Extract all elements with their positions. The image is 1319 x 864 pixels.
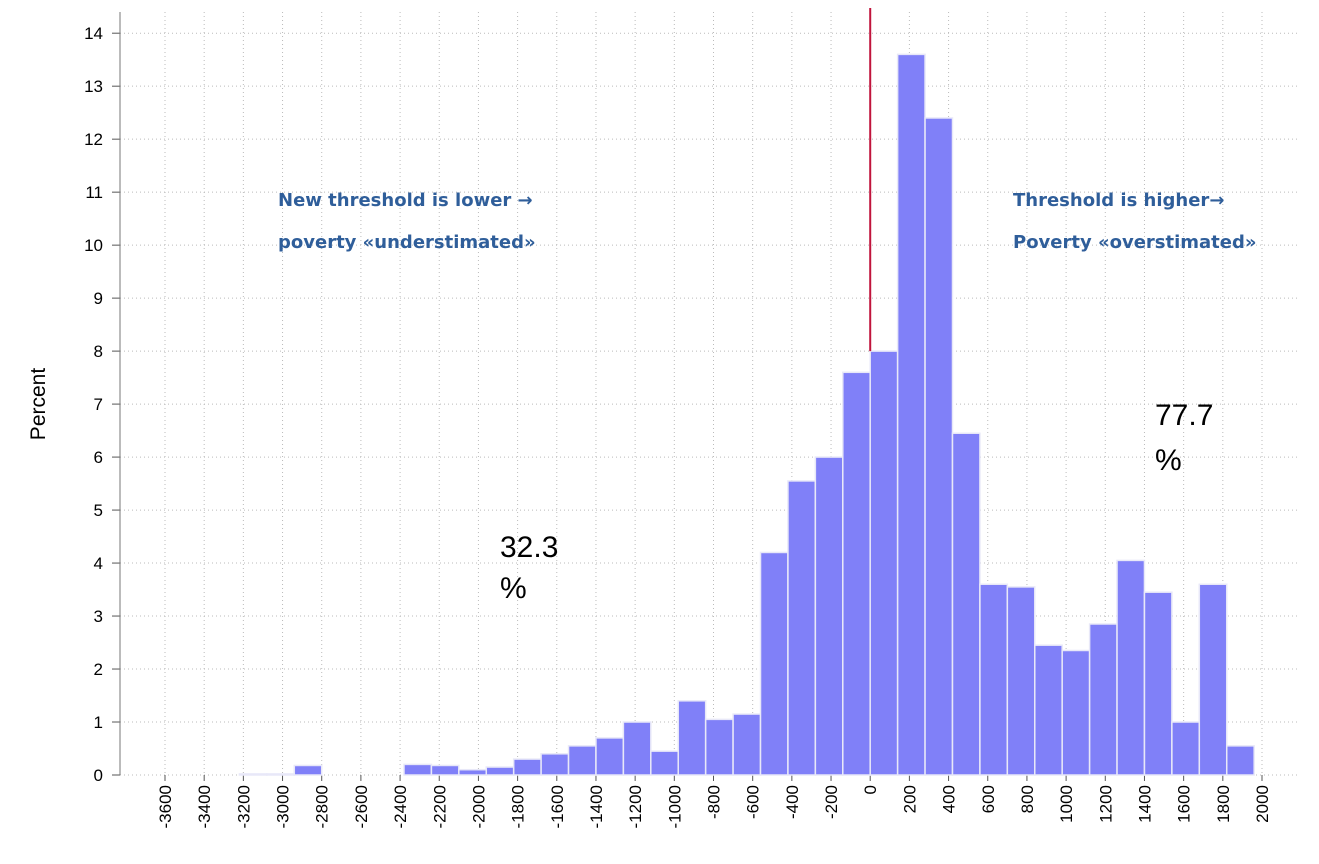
x-tick-label: -2200 (430, 785, 449, 828)
x-tick-label: 200 (900, 785, 919, 813)
bar (1198, 583, 1228, 776)
bar (1088, 623, 1118, 776)
bar (1143, 591, 1173, 776)
annotation: % (500, 572, 527, 605)
y-axis-label: Percent (27, 368, 50, 441)
y-tick-label: 14 (84, 24, 103, 43)
annotation: Threshold is higher→ (1013, 190, 1224, 211)
bar (1061, 649, 1091, 776)
x-tick-label: -1200 (626, 785, 645, 828)
bar (595, 737, 625, 776)
bar (1034, 644, 1063, 776)
bar (540, 753, 570, 776)
y-tick-label: 13 (84, 77, 103, 96)
x-tick-label: -1600 (548, 785, 567, 828)
x-tick-label: 800 (1018, 785, 1037, 813)
x-tick-label: -3600 (156, 785, 175, 828)
annotation: % (1155, 444, 1182, 477)
bar (512, 758, 542, 776)
x-tick-label: -3400 (195, 785, 214, 828)
bar (458, 768, 488, 776)
bar (814, 456, 844, 776)
bar (677, 700, 707, 776)
x-tick-label: -400 (783, 785, 802, 819)
x-tick-label: -2400 (391, 785, 410, 828)
annotation: New threshold is lower → (278, 190, 533, 211)
bar (732, 713, 762, 776)
bar (896, 53, 926, 776)
x-tick-label: -800 (705, 785, 724, 819)
bar (1225, 745, 1255, 776)
y-tick-label: 1 (94, 713, 103, 732)
bar (403, 763, 433, 776)
x-tick-label: 1800 (1214, 785, 1233, 823)
bar (567, 745, 597, 776)
bar (759, 551, 789, 776)
bar (869, 350, 899, 776)
bar (238, 773, 268, 776)
x-tick-label: -2600 (352, 785, 371, 828)
x-tick-label: -1400 (587, 785, 606, 828)
y-tick-label: 11 (85, 183, 103, 202)
y-tick-label: 2 (94, 660, 103, 679)
y-tick-label: 12 (84, 130, 103, 149)
x-tick-label: 600 (979, 785, 998, 813)
x-tick-label: -2000 (469, 785, 488, 828)
annotation: 32.3 (500, 531, 558, 564)
bar (650, 750, 679, 776)
annotation: poverty «understimated» (278, 232, 536, 253)
bar (704, 718, 734, 776)
x-tick-label: 2000 (1253, 785, 1272, 823)
bar (293, 764, 323, 776)
x-tick-label: -2800 (313, 785, 332, 828)
y-tick-label: 10 (84, 236, 103, 255)
bar (842, 371, 871, 776)
bar (787, 480, 817, 776)
bar (924, 117, 954, 776)
y-tick-label: 9 (94, 289, 103, 308)
y-tick-label: 5 (94, 501, 103, 520)
bar (1116, 559, 1146, 776)
annotation: Poverty «overstimated» (1013, 232, 1257, 253)
y-tick-label: 6 (94, 448, 103, 467)
x-tick-label: -3000 (274, 785, 293, 828)
bar (979, 583, 1009, 776)
bar (1006, 586, 1036, 776)
y-tick-label: 3 (94, 607, 103, 626)
bar (622, 721, 652, 776)
x-tick-label: 1400 (1135, 785, 1154, 823)
y-tick-label: 4 (94, 554, 103, 573)
x-tick-label: -1000 (665, 785, 684, 828)
y-tick-label: 0 (94, 766, 103, 785)
x-tick-label: 1200 (1096, 785, 1115, 823)
x-tick-label: 400 (940, 785, 959, 813)
bar (1171, 721, 1201, 776)
y-tick-label: 7 (94, 395, 103, 414)
x-tick-label: 1000 (1057, 785, 1076, 823)
x-tick-label: 1600 (1175, 785, 1194, 823)
x-tick-label: -600 (744, 785, 763, 819)
x-tick-label: -200 (822, 785, 841, 819)
bar (951, 432, 981, 776)
x-tick-label: -1800 (509, 785, 528, 828)
bar (266, 773, 296, 776)
x-tick-label: -3200 (234, 785, 253, 828)
bar (430, 764, 460, 776)
y-tick-label: 8 (94, 342, 103, 361)
x-tick-label: 0 (861, 785, 880, 794)
bar (485, 766, 515, 776)
annotation: 77.7 (1155, 399, 1213, 432)
